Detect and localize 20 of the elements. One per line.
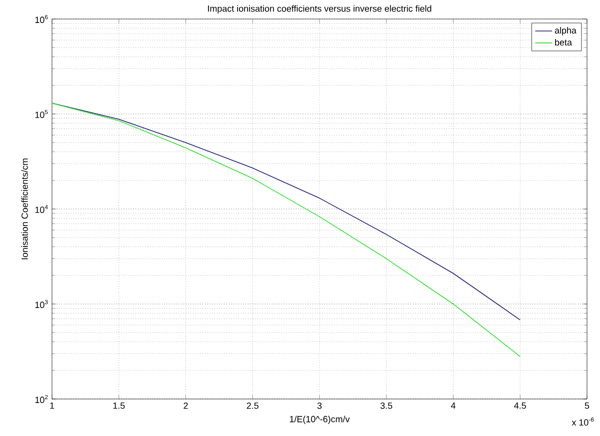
x-tick-label: 5 [584,402,590,409]
x-tick-label: 4.5 [514,402,526,409]
x-tick-label: 2.5 [246,402,258,409]
text: x 10$^{-6}$ [572,418,594,426]
y-tick-label: 10$^{4}$ [35,204,48,214]
x-tick-label: 2 [184,402,188,409]
x-tick-label: 3 [317,402,322,409]
x-tick-label: 1.5 [113,402,125,409]
legend-label: alpha [554,26,576,36]
x-axis-title: 1/E(10^-6)cm/v [290,416,350,424]
y-tick-label: 10$^{5}$ [35,110,48,118]
chart-title: Impact ionisation coefficients versus inverse electric field [208,5,432,14]
x-tick-label: 3.5 [380,402,392,409]
y-tick-label: 10$^{2}$ [35,394,48,404]
x-tick-label: 1 [50,402,54,409]
legend-label: beta [555,38,572,46]
y-tick-label: 10$^{3}$ [35,300,48,308]
y-axis-title: Ionisation Coefficients/cm [21,158,28,260]
y-tick-label: 10$^{6}$ [35,14,48,24]
x-tick-label: 4 [450,402,456,409]
